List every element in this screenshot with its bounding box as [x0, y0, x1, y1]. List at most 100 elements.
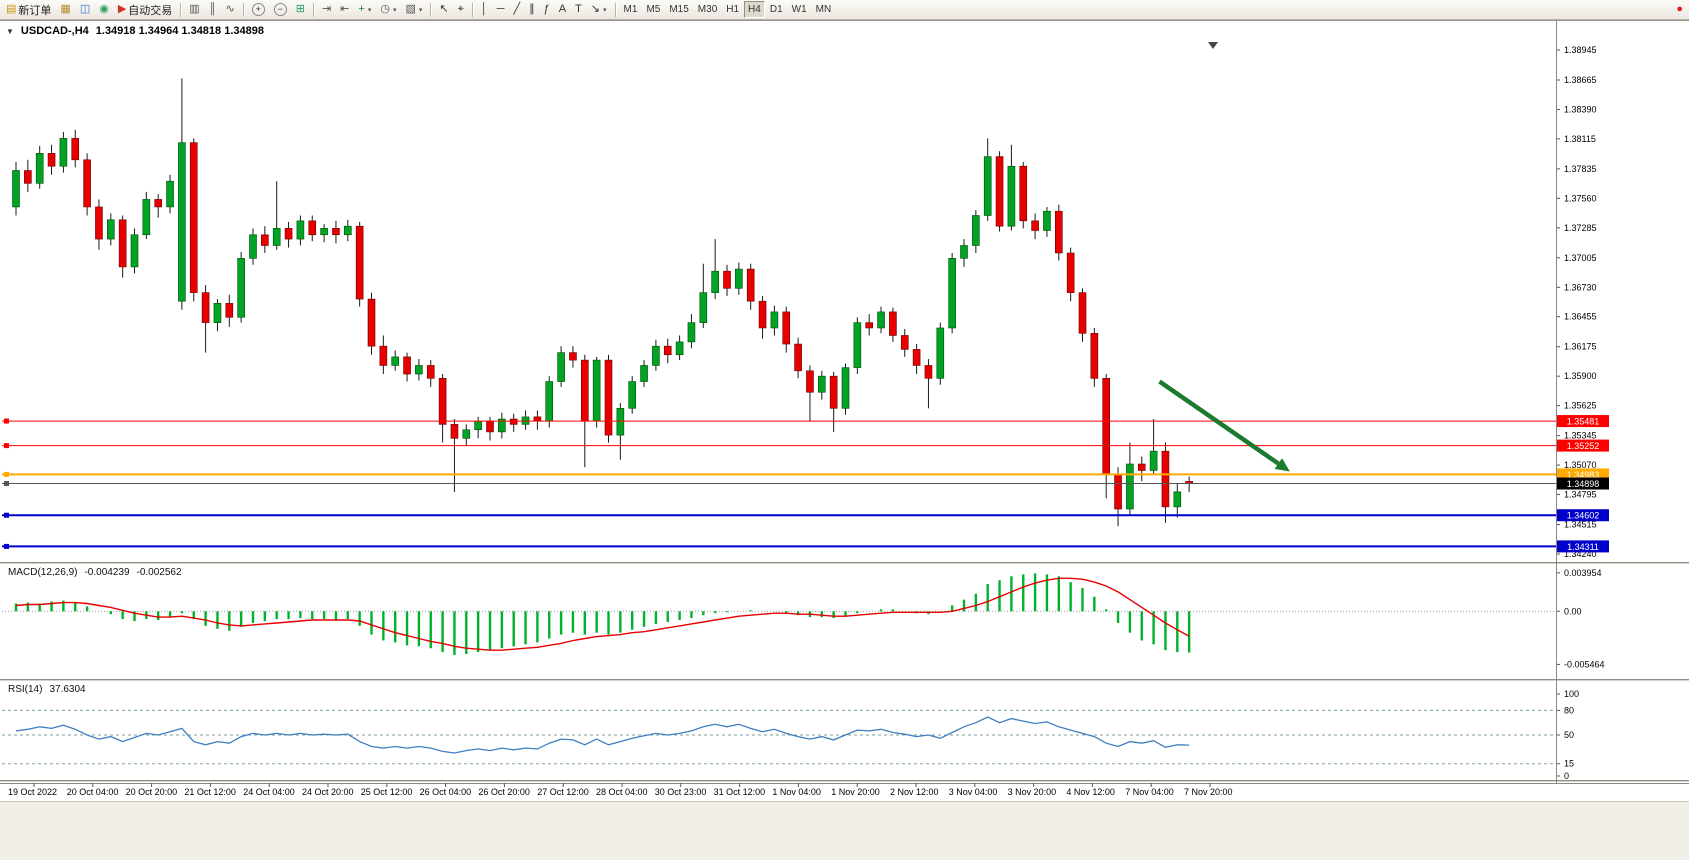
indicators-dropdown-icon[interactable]: ▾ [367, 6, 372, 14]
cursor-button[interactable]: ↖ [435, 1, 452, 18]
signals-button[interactable]: ◉ [95, 1, 113, 18]
chart-shift-icon: ⇤ [340, 3, 350, 15]
bull-candle [983, 156, 992, 216]
bear-candle [794, 343, 802, 372]
bear-candle [1066, 252, 1075, 293]
macd-pane: 0.003954 0.00 -0.005464 [2, 568, 1605, 669]
arrows-tool-dropdown-icon[interactable]: ▾ [603, 6, 607, 14]
arrows-tool-button[interactable]: ↘ ▾ [587, 1, 611, 18]
tf-m15-button[interactable]: M15 [665, 1, 692, 18]
new-chart-button[interactable]: ▦ [56, 1, 74, 18]
indicators-button[interactable]: + ▾ [354, 1, 375, 18]
templates-dropdown-icon[interactable]: ▾ [418, 6, 423, 14]
auto-scroll-icon: ⇥ [321, 3, 332, 15]
tf-m30-button[interactable]: M30 [694, 1, 721, 18]
candles-mode-button[interactable]: ║ [205, 1, 221, 18]
resistance-2-handle[interactable] [4, 443, 9, 449]
support-1-line[interactable]: 1.34602 [2, 509, 1609, 522]
toolbar-separator [471, 2, 473, 17]
chart-shift-marker-icon[interactable] [1208, 42, 1218, 49]
tf-h1-label: H1 [726, 4, 740, 15]
rsi-label: RSI(14) 37.6304 [6, 684, 88, 695]
tf-m5-button[interactable]: M5 [642, 1, 664, 18]
bear-candle [355, 225, 364, 300]
tf-h1-button[interactable]: H1 [722, 1, 743, 18]
svg-text:1.34602: 1.34602 [1567, 511, 1600, 521]
pivot-orange-line[interactable]: 1.34983 [2, 468, 1609, 481]
vertical-line-tool-button[interactable]: │ [477, 1, 492, 18]
templates-button[interactable]: ▧ ▾ [401, 1, 426, 18]
bull-candle [948, 258, 956, 329]
support-1-handle[interactable] [4, 512, 9, 518]
svg-text:1.34515: 1.34515 [1564, 520, 1597, 530]
periods-dropdown-icon[interactable]: ▾ [392, 6, 397, 14]
trend-arrow-annotation[interactable] [1158, 379, 1290, 472]
label-tool-icon: T [575, 3, 582, 15]
toolbar-separator [312, 2, 314, 17]
macd-name: MACD(12,26,9) [8, 567, 78, 578]
support-2-handle[interactable] [4, 543, 9, 549]
bear-candle [1055, 210, 1063, 254]
bull-candle [557, 352, 565, 382]
bars-mode-button[interactable]: ▥ [185, 1, 203, 18]
bull-candle [178, 142, 186, 302]
rsi-name: RSI(14) [8, 684, 43, 695]
line-mode-button[interactable]: ∿ [222, 1, 239, 18]
bull-candle [711, 270, 719, 293]
tf-d1-button[interactable]: D1 [766, 1, 787, 18]
bear-candle [379, 345, 388, 366]
text-tool-button[interactable]: A [555, 1, 570, 18]
label-tool-button[interactable]: T [571, 1, 586, 18]
tf-w1-button[interactable]: W1 [788, 1, 811, 18]
auto-scroll-button[interactable]: ⇥ [318, 1, 335, 18]
chart-collapse-icon[interactable]: ▼ [6, 26, 14, 36]
zoom-out-button[interactable]: − [270, 1, 291, 18]
crosshair-button[interactable]: ⌖ [454, 1, 468, 18]
pane-separator[interactable] [0, 780, 1689, 783]
resistance-1-line[interactable]: 1.35481 [2, 415, 1609, 428]
channel-tool-button[interactable]: ∥ [525, 1, 539, 18]
chart-canvas[interactable]: 1.38945 1.38665 1.38390 1.38115 1.37835 1.375… [0, 21, 1689, 801]
fibonacci-tool-button[interactable]: ƒ [540, 1, 554, 18]
pane-separator[interactable] [0, 562, 1689, 565]
resistance-2-line[interactable]: 1.35252 [2, 439, 1609, 452]
horizontal-line-tool-button[interactable]: ─ [493, 1, 509, 18]
profiles-button[interactable]: ◫ [76, 1, 94, 18]
resistance-1-handle[interactable] [4, 418, 9, 424]
support-2-badge [1557, 540, 1609, 553]
svg-text:7 Nov 20:00: 7 Nov 20:00 [1184, 787, 1233, 797]
new-order-label: 新订单 [18, 4, 52, 17]
svg-text:1.38115: 1.38115 [1564, 134, 1596, 144]
bull-candle [1173, 491, 1182, 508]
tf-m1-button[interactable]: M1 [620, 1, 642, 18]
current-price-line[interactable]: 1.34898 [2, 477, 1609, 490]
auto-trading-button[interactable]: ▶ 自动交易 [114, 1, 176, 18]
horizontal-line-tool-icon: ─ [496, 3, 505, 15]
svg-text:1.36730: 1.36730 [1564, 282, 1597, 292]
tile-windows-button[interactable]: ⊞ [292, 1, 309, 18]
support-2-line[interactable]: 1.34311 [2, 540, 1609, 553]
chart-shift-button[interactable]: ⇤ [336, 1, 353, 18]
zoom-in-button[interactable]: + [248, 1, 269, 18]
bull-candle [107, 219, 115, 240]
current-price-handle[interactable] [4, 481, 9, 487]
new-order-button[interactable]: ▤ 新订单 [2, 1, 55, 18]
bear-candle [1161, 450, 1170, 508]
bull-candle [166, 180, 174, 208]
bull-candle [1007, 165, 1016, 227]
tf-h4-button[interactable]: H4 [744, 1, 765, 18]
periods-button[interactable]: ◷ ▾ [376, 1, 400, 18]
indicators-icon: + [358, 3, 365, 15]
trendline-tool-button[interactable]: ╱ [509, 1, 524, 18]
svg-text:25 Oct 12:00: 25 Oct 12:00 [361, 787, 413, 797]
pane-separator[interactable] [0, 679, 1689, 682]
tf-mn-button[interactable]: MN [812, 1, 836, 18]
bear-candle [663, 345, 672, 356]
svg-text:0: 0 [1564, 771, 1569, 781]
time-axis[interactable]: 19 Oct 2022 20 Oct 04:00 20 Oct 20:00 21 Oc… [8, 783, 1233, 797]
bear-candle [225, 303, 234, 318]
svg-text:1.35900: 1.35900 [1564, 371, 1597, 381]
notification-button[interactable]: ● [1672, 1, 1687, 18]
pivot-orange-handle[interactable] [4, 471, 9, 477]
svg-text:1.38945: 1.38945 [1564, 45, 1597, 55]
